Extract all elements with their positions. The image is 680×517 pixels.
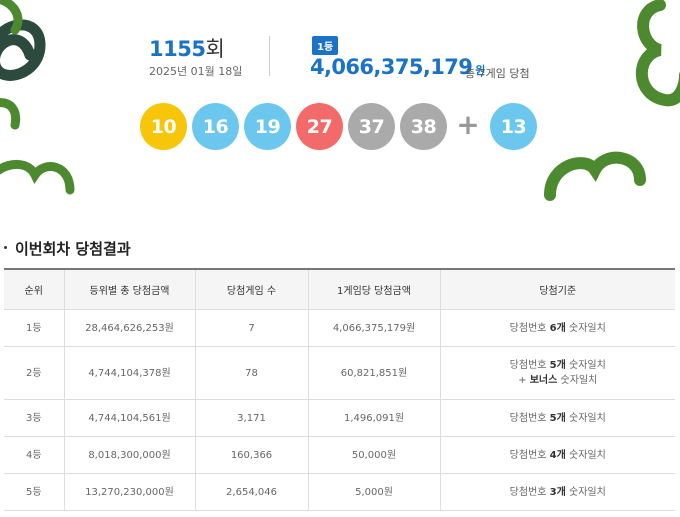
winning-ball: 16 [192,103,239,150]
table-row: 1등 28,464,626,253원 7 4,066,375,179원 당첨번호… [4,309,675,347]
bonus-ball: 13 [490,103,537,150]
decorative-swirl-right-icon [544,0,680,201]
cell-criteria: 당첨번호 5개 숫자일치 [439,399,675,437]
winning-ball: 10 [140,103,187,150]
cell-winner-count: 160,366 [194,436,309,474]
table-row: 3등 4,744,104,561원 3,171 1,496,091원 당첨번호 … [4,399,675,437]
header-prize-per-game: 1게임당 당첨금액 [307,268,441,310]
cell-criteria: 당첨번호 6개 숫자일치 [439,309,675,347]
cell-total-prize: 13,270,230,000원 [63,473,196,511]
cell-winner-count: 78 [194,346,309,400]
cell-criteria: 당첨번호 4개 숫자일치 [439,436,675,474]
winning-ball: 37 [348,103,395,150]
cell-winner-count: 3,171 [194,399,309,437]
first-prize-amount: 4,066,375,179 원 [310,55,485,79]
cell-rank: 1등 [4,309,65,347]
decorative-swirl-left-icon [0,0,75,195]
table-header-row: 순위 등위별 총 당첨금액 당첨게임 수 1게임당 당첨금액 당첨기준 [4,268,675,310]
cell-prize-per-game: 50,000원 [307,436,441,474]
winning-ball: 19 [244,103,291,150]
winning-ball: 27 [296,103,343,150]
round-number: 1155회 [149,37,225,61]
header-criteria: 당첨기준 [439,268,675,310]
header-total-prize: 등위별 총 당첨금액 [63,268,196,310]
results-table: 순위 등위별 총 당첨금액 당첨게임 수 1게임당 당첨금액 당첨기준 1등 2… [4,268,675,511]
cell-criteria: 당첨번호 3개 숫자일치 [439,473,675,511]
cell-rank: 5등 [4,473,65,511]
draw-date: 2025년 01월 18일 [149,65,243,78]
header-rank: 순위 [4,268,65,310]
cell-rank: 3등 [4,399,65,437]
table-row: 2등 4,744,104,378원 78 60,821,851원 당첨번호 5개… [4,346,675,400]
cell-criteria: 당첨번호 5개 숫자일치 + 보너스 숫자일치 [439,346,675,400]
cell-total-prize: 4,744,104,378원 [63,346,196,400]
winner-games-count: 총 7게임 당첨 [465,67,530,80]
winning-balls: 10 16 19 27 37 38 + 13 [140,103,540,153]
section-title: 이번회차 당첨결과 [4,238,131,259]
cell-total-prize: 8,018,300,000원 [63,436,196,474]
cell-rank: 2등 [4,346,65,400]
cell-prize-per-game: 5,000원 [307,473,441,511]
plus-icon: + [456,108,480,141]
winning-numbers-banner: 1155회 2025년 01월 18일 1등 4,066,375,179 원 총 … [0,0,680,205]
first-rank-badge: 1등 [312,36,339,55]
bullet-icon [4,246,7,249]
cell-winner-count: 2,654,046 [194,473,309,511]
header-winner-count: 당첨게임 수 [194,268,309,310]
cell-prize-per-game: 1,496,091원 [307,399,441,437]
cell-rank: 4등 [4,436,65,474]
table-row: 5등 13,270,230,000원 2,654,046 5,000원 당첨번호… [4,473,675,511]
table-row: 4등 8,018,300,000원 160,366 50,000원 당첨번호 4… [4,436,675,474]
cell-winner-count: 7 [194,309,309,347]
cell-prize-per-game: 4,066,375,179원 [307,309,441,347]
cell-total-prize: 4,744,104,561원 [63,399,196,437]
header-divider [269,36,270,76]
winning-ball: 38 [400,103,447,150]
cell-total-prize: 28,464,626,253원 [63,309,196,347]
cell-prize-per-game: 60,821,851원 [307,346,441,400]
